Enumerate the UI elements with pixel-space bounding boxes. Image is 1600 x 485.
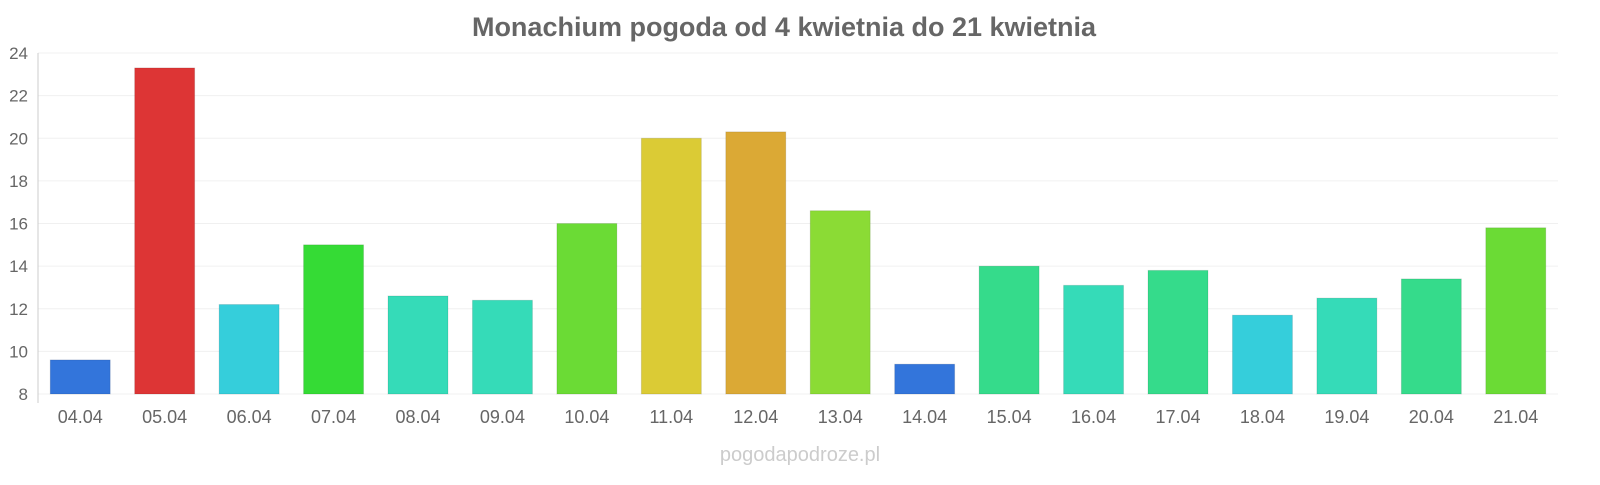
y-axis: 8 10 12 14 16 18 20 22 24	[9, 44, 28, 404]
x-axis: 04.04 05.04 06.04 07.04 08.04 09.04 10.04 11.04…	[58, 407, 1539, 427]
x-tick-label: 19.04	[1324, 407, 1369, 427]
y-tick-label: 14	[9, 257, 28, 276]
watermark: pogodapodroze.pl	[720, 444, 880, 466]
bar-20.04	[1400, 278, 1462, 395]
x-tick-label: 05.04	[142, 407, 187, 427]
y-tick-label: 24	[9, 44, 28, 63]
grid-lines	[38, 52, 1558, 395]
bar-10.04	[556, 223, 618, 395]
bar-13.04	[809, 210, 871, 395]
x-tick-label: 06.04	[227, 407, 272, 427]
y-tick-label: 20	[9, 129, 28, 148]
y-tick-label: 16	[9, 215, 28, 234]
x-tick-label: 08.04	[395, 407, 440, 427]
y-tick-label: 22	[9, 87, 28, 106]
bar-06.04	[218, 303, 280, 395]
bar-14.04	[894, 363, 956, 395]
x-tick-label: 11.04	[649, 407, 693, 427]
x-tick-label: 18.04	[1240, 407, 1285, 427]
bar-16.04	[1063, 284, 1125, 395]
x-tick-label: 20.04	[1409, 407, 1454, 427]
x-tick-label: 15.04	[987, 407, 1032, 427]
bar-17.04	[1147, 269, 1209, 395]
x-tick-label: 10.04	[564, 407, 609, 427]
x-tick-label: 13.04	[818, 407, 863, 427]
bar-05.04	[134, 67, 196, 395]
x-tick-label: 16.04	[1071, 407, 1116, 427]
y-tick-label: 10	[9, 342, 28, 361]
bars	[49, 67, 1547, 395]
bar-12.04	[725, 131, 787, 395]
bar-15.04	[978, 265, 1040, 395]
bar-08.04	[387, 295, 449, 395]
x-tick-label: 04.04	[58, 407, 103, 427]
x-tick-label: 09.04	[480, 407, 525, 427]
x-tick-label: 12.04	[733, 407, 778, 427]
bar-18.04	[1231, 314, 1293, 395]
x-tick-label: 17.04	[1155, 407, 1200, 427]
bar-21.04	[1485, 227, 1547, 395]
bar-07.04	[303, 244, 365, 395]
y-tick-label: 18	[9, 172, 28, 191]
bar-11.04	[640, 137, 702, 395]
x-tick-label: 07.04	[311, 407, 356, 427]
y-tick-label: 12	[9, 300, 28, 319]
x-tick-label: 21.04	[1493, 407, 1538, 427]
bar-09.04	[471, 299, 533, 395]
x-tick-label: 14.04	[902, 407, 947, 427]
y-tick-label: 8	[19, 385, 28, 404]
chart-title: Monachium pogoda od 4 kwietnia do 21 kwi…	[472, 12, 1097, 42]
bar-19.04	[1316, 297, 1378, 395]
bar-04.04	[49, 359, 111, 395]
